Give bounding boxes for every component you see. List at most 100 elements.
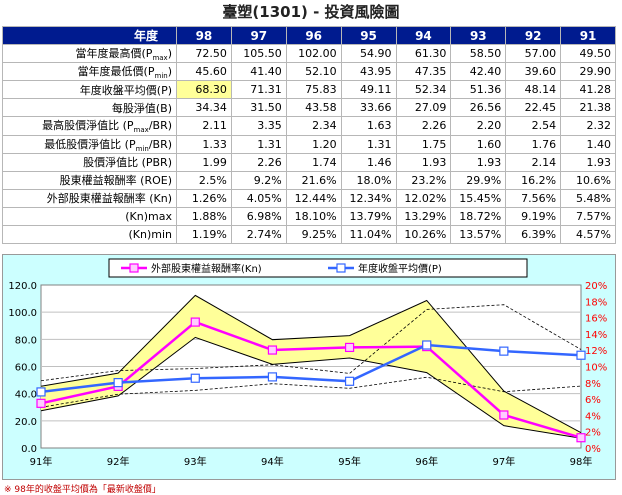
table-cell: 13.79% (340, 206, 397, 226)
table-cell: 52.10 (285, 62, 342, 82)
row-label-text: 當年度最低價(P (77, 65, 155, 79)
table-cell: 2.26 (395, 116, 452, 136)
row-label-subscript: max (152, 54, 168, 63)
table-cell: 1.99 (176, 152, 232, 172)
row-label-text: (Kn)min (128, 227, 172, 241)
table-cell: 34.34 (176, 98, 232, 118)
table-cell: 10.26% (395, 224, 452, 244)
table-cell: 18.10% (285, 206, 342, 226)
row-label: 外部股東權益報酬率 (Kn) (2, 188, 177, 208)
y-right-tick-label: 14% (585, 330, 607, 341)
table-cell: 2.5% (176, 170, 232, 190)
table-cell: 54.90 (340, 43, 397, 64)
table-cell: 43.58 (285, 98, 342, 118)
table-row: 每股淨值(B) 34.34 31.50 43.58 33.66 27.09 26.56 22.… (2, 98, 616, 118)
price-point (499, 346, 509, 356)
table-cell: 9.2% (230, 170, 287, 190)
table-cell: 6.39% (505, 224, 562, 244)
legend-swatch-marker (129, 263, 139, 273)
chart-area: 0.0 20.0 40.0 60.0 80.0 100.0 120.0 0% 2% 4% 6% 8% 1… (2, 254, 616, 480)
table-cell: 22.45 (505, 98, 562, 118)
kn-max-line (40, 294, 582, 434)
page-title: 臺塑(1301) - 投資風險圖 (222, 3, 400, 21)
table-cell: 2.20 (450, 116, 507, 136)
table-cell: 45.60 (176, 62, 232, 82)
row-label: (Kn)min (2, 224, 177, 244)
row-label-suffix: ) (167, 47, 172, 60)
kn-point (190, 317, 200, 327)
row-label-text: 股價淨值比 (PBR) (83, 156, 172, 170)
table-cell: 23.2% (395, 170, 452, 190)
row-label: 年度收盤平均價(P) (2, 80, 177, 100)
row-label-text: 外部股東權益報酬率 (Kn) (46, 192, 172, 206)
row-label-subscript: min (135, 144, 149, 153)
table-cell: 58.50 (450, 43, 507, 64)
table-cell: 1.76 (505, 134, 562, 154)
kn-point (267, 345, 278, 355)
table-row: 當年度最低價(Pmin) 45.60 41.40 52.10 43.95 47.35 42.… (2, 62, 616, 82)
table-cell: 61.30 (395, 43, 452, 64)
row-label-text: 每股淨值(B) (111, 101, 172, 115)
table-cell: 52.34 (395, 80, 452, 100)
row-label-text: 當年度最高價(P (75, 47, 153, 60)
row-label-suffix: /BR) (148, 137, 172, 151)
x-tick-label: 98年 (570, 455, 593, 468)
table-cell: 1.19% (176, 224, 232, 244)
header-year: 94 (395, 26, 452, 45)
price-series-line (40, 343, 582, 394)
table-cell: 1.74 (285, 152, 342, 172)
price-point (344, 376, 355, 386)
table-cell: 27.09 (395, 98, 452, 118)
x-tick-label: 92年 (107, 455, 130, 468)
row-label: 當年度最低價(Pmin) (2, 62, 177, 82)
row-label-text: 最低股價淨值比 (P (44, 137, 136, 151)
table-cell: 13.57% (450, 224, 507, 244)
price-point (36, 387, 46, 397)
table-row: 當年度最高價(Pmax) 72.50 105.50 102.00 54.90 61.30 5… (2, 43, 616, 64)
table-cell: 12.44% (285, 188, 342, 208)
x-tick-label: 91年 (30, 455, 53, 468)
footnote: ※ 98年的收盤平均價為「最新收盤價」 (4, 485, 161, 495)
header-year: 97 (230, 26, 287, 45)
kn-point (576, 433, 586, 443)
price-point (113, 378, 123, 388)
table-cell: 2.26 (230, 152, 287, 172)
table-cell: 1.33 (176, 134, 232, 154)
table-cell: 1.93 (395, 152, 452, 172)
table-cell: 1.93 (560, 152, 616, 172)
row-label: 最低股價淨值比 (Pmin/BR) (2, 134, 177, 154)
table-cell: 21.6% (285, 170, 342, 190)
row-label: (Kn)max (2, 206, 177, 226)
table-cell: 105.50 (230, 43, 287, 64)
table-cell: 4.57% (560, 224, 616, 244)
table-cell: 2.54 (505, 116, 562, 136)
legend-label: 外部股東權益報酬率(Kn) (151, 262, 262, 275)
table-row: 股東權益報酬率 (ROE) 2.5% 9.2% 21.6% 18.0% 23.2% 29.9… (2, 170, 616, 190)
table-cell: 47.35 (395, 62, 452, 82)
row-label: 當年度最高價(Pmax) (2, 43, 177, 64)
table-cell: 1.20 (285, 134, 342, 154)
header-year: 91 (560, 26, 616, 45)
table-cell: 1.63 (340, 116, 397, 136)
legend-swatch-marker (336, 263, 346, 273)
row-label-text: (Kn)max (125, 209, 172, 223)
table-cell: 1.40 (560, 134, 616, 154)
table-cell: 6.98% (230, 206, 287, 226)
row-label-text: 年度收盤平均價(P) (79, 83, 172, 97)
header-year: 92 (505, 26, 562, 45)
table-cell: 39.60 (505, 62, 562, 82)
y-left-tick-label: 40.0 (15, 390, 37, 401)
row-label-subscript: min (154, 72, 168, 81)
row-label-suffix: ) (167, 65, 172, 79)
y-right-tick-label: 16% (585, 314, 607, 325)
table-cell: 2.11 (176, 116, 232, 136)
table-cell: 9.25% (285, 224, 342, 244)
table-cell: 5.48% (560, 188, 616, 208)
y-right-tick-label: 18% (585, 297, 607, 308)
table-cell: 2.34 (285, 116, 342, 136)
table-row: 外部股東權益報酬率 (Kn) 1.26% 4.05% 12.44% 12.34% 12.0… (2, 188, 616, 208)
x-tick-label: 96年 (415, 455, 438, 468)
y-right-tick-label: 2% (585, 428, 601, 439)
table-cell: 3.35 (230, 116, 287, 136)
row-label-text: 最高股價淨值比 (P (42, 119, 134, 133)
